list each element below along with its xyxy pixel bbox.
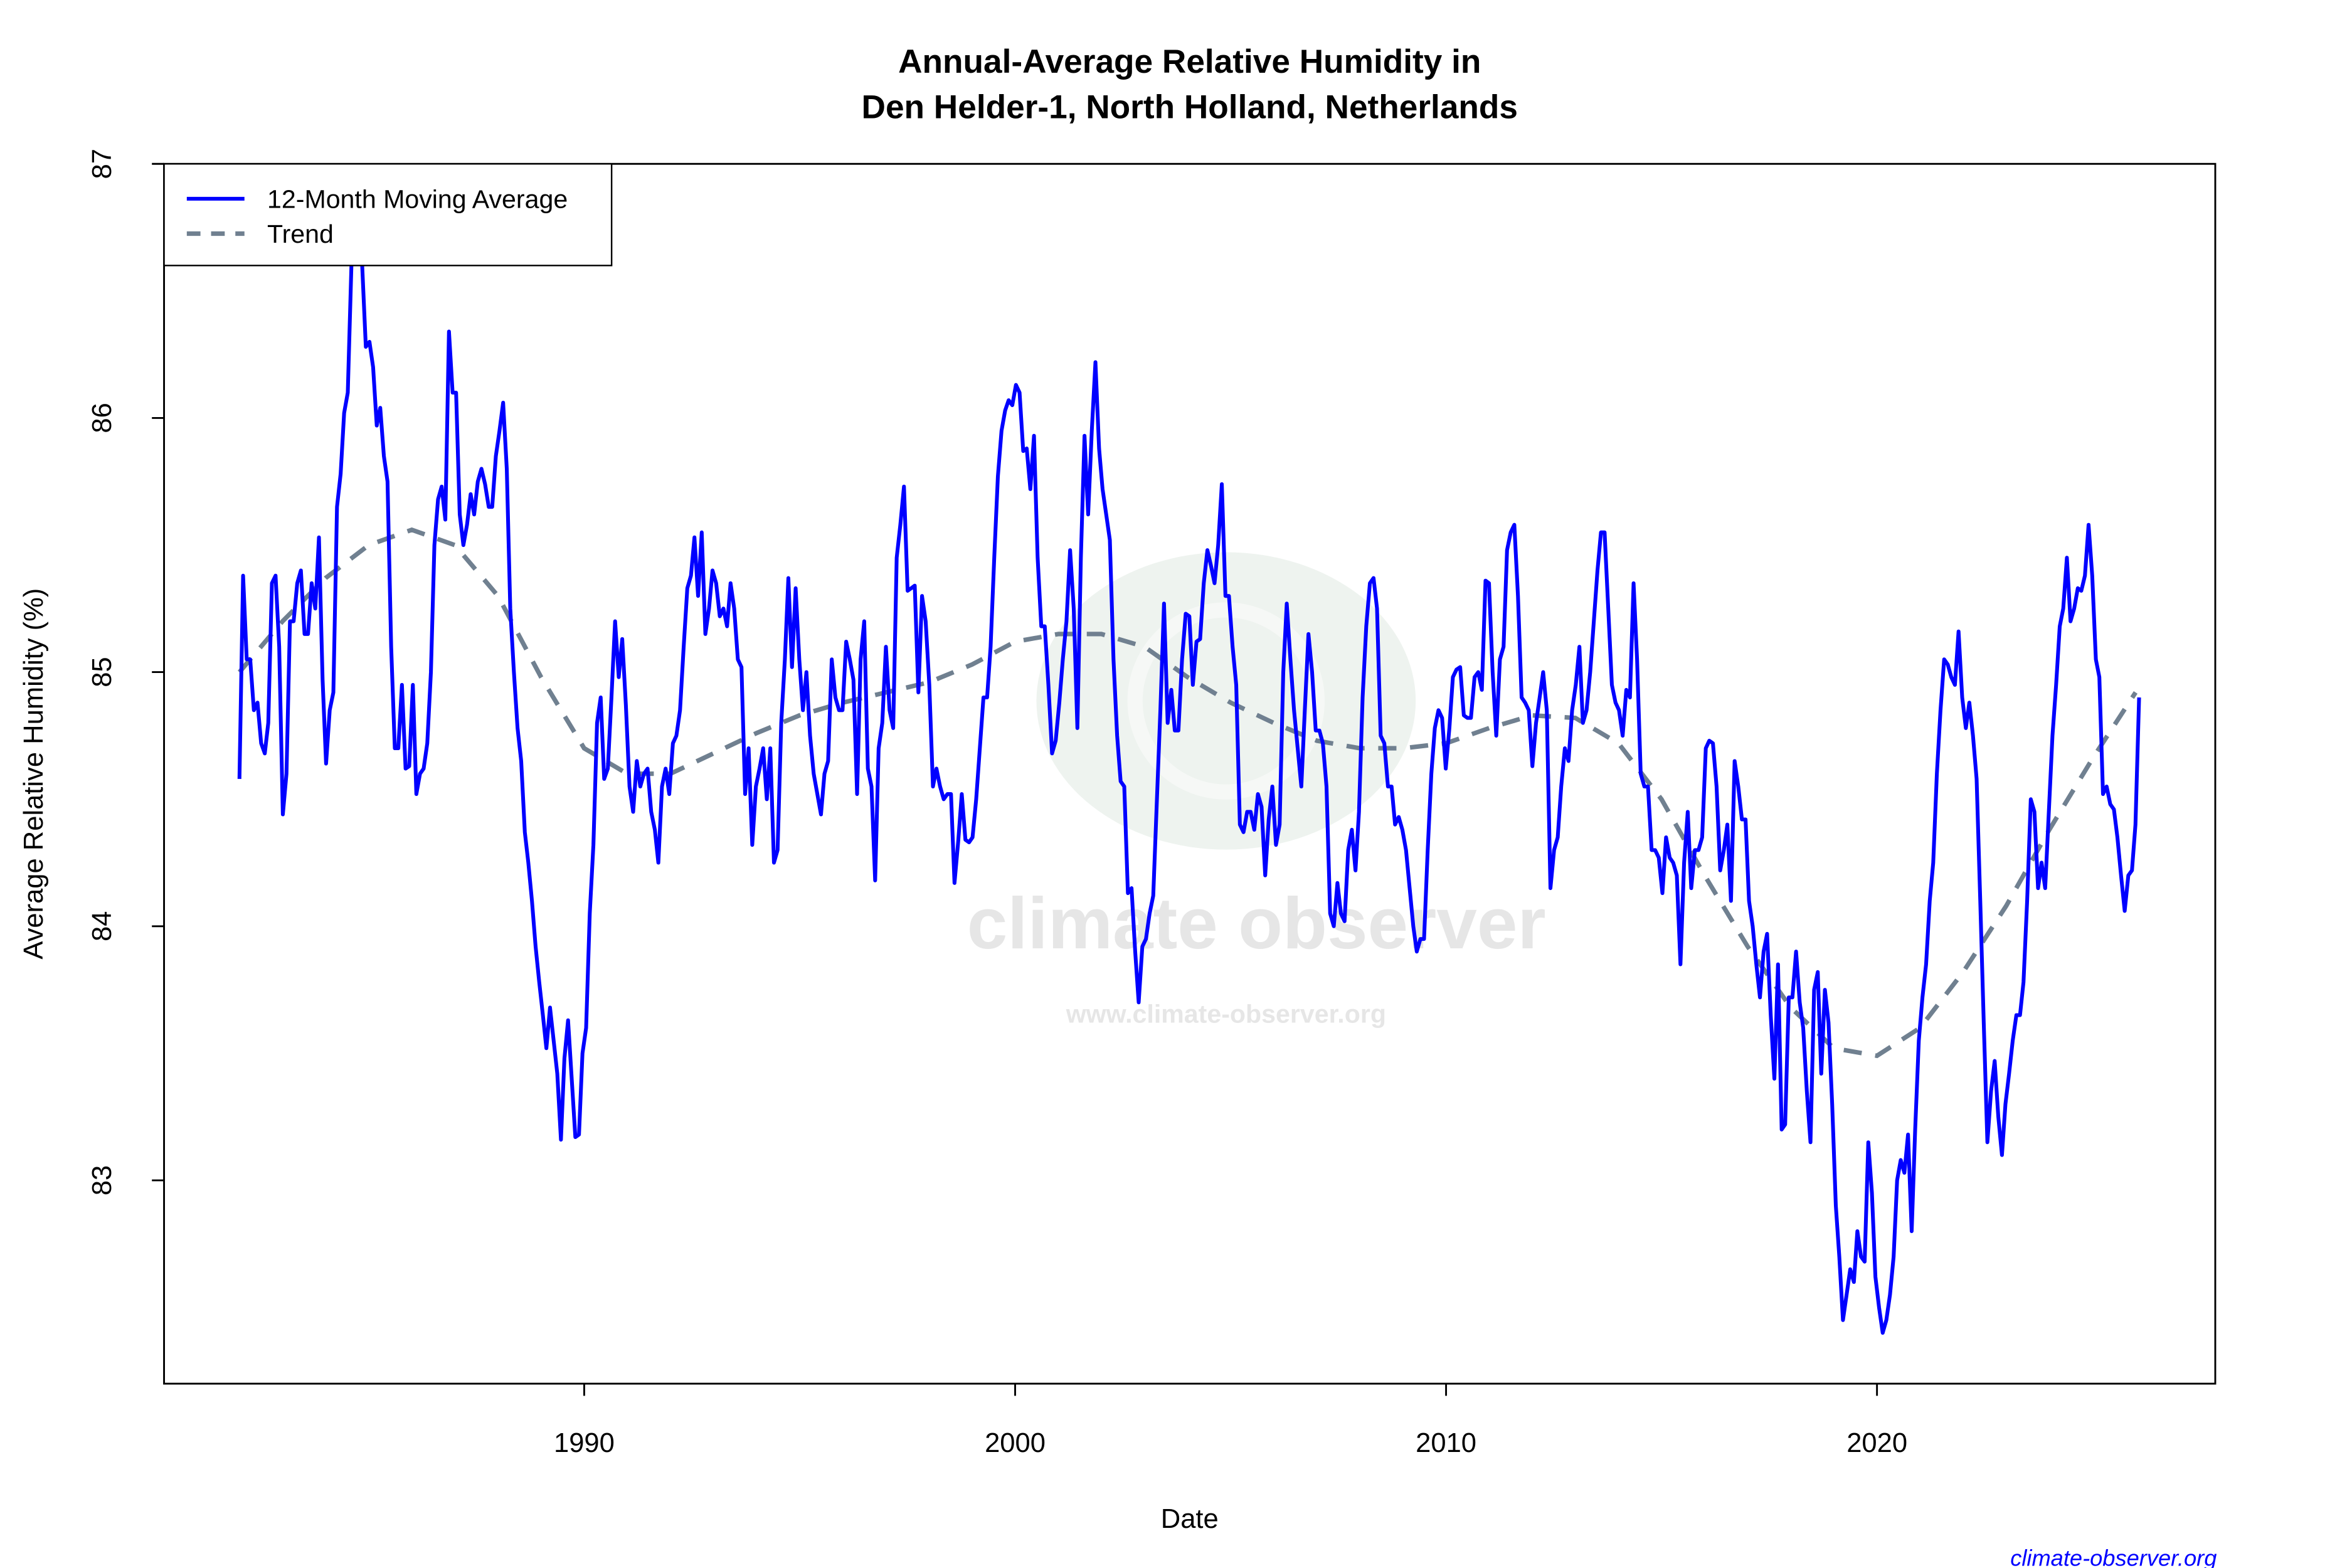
x-tick-label: 1990 xyxy=(554,1428,615,1458)
y-axis-label: Average Relative Humidity (%) xyxy=(19,588,49,960)
footer-credit-link[interactable]: climate-observer.org xyxy=(2010,1545,2217,1568)
y-tick-label: 83 xyxy=(87,1165,117,1195)
y-tick-label: 87 xyxy=(87,149,117,179)
series-layer xyxy=(237,164,2141,1335)
y-tick-label: 84 xyxy=(87,911,117,941)
x-tick-label: 2010 xyxy=(1416,1428,1476,1458)
y-tick-label: 85 xyxy=(87,657,117,687)
x-tick-label: 2020 xyxy=(1846,1428,1907,1458)
watermark-url: www.climate-observer.org xyxy=(1066,999,1386,1028)
legend-box xyxy=(163,163,613,267)
watermark: climate observer www.climate-observer.or… xyxy=(967,552,1546,1028)
axes: 1990 2000 2010 2020 83 84 85 86 87 xyxy=(87,149,1907,1458)
plot-frame xyxy=(163,162,2217,1385)
legend-label-trend: Trend xyxy=(267,220,334,248)
chart-title: Annual-Average Relative Humidity in xyxy=(898,43,1481,80)
series-moving-average-line xyxy=(237,164,2141,1335)
chart-subtitle: Den Helder-1, North Holland, Netherlands xyxy=(862,89,1518,126)
watermark-logo-icon xyxy=(1036,552,1416,850)
legend: 12-Month Moving Average Trend xyxy=(163,163,613,267)
y-tick-label: 86 xyxy=(87,403,117,433)
watermark-text: climate observer xyxy=(967,882,1546,964)
legend-label-moving-average: 12-Month Moving Average xyxy=(267,184,568,213)
x-tick-label: 2000 xyxy=(985,1428,1046,1458)
x-axis-label: Date xyxy=(1161,1504,1219,1534)
